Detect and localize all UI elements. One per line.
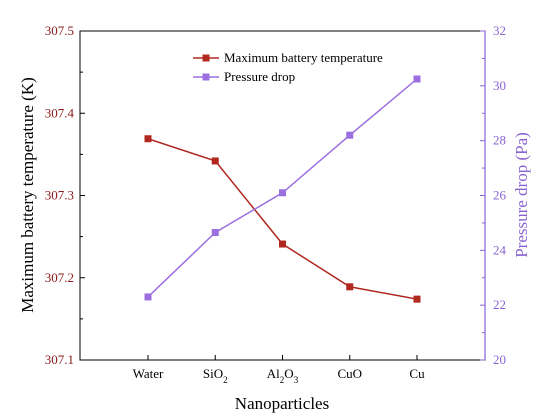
data-point-marker (144, 135, 152, 143)
series-line-0 (147, 138, 418, 300)
right-tick-label: 26 (493, 188, 507, 203)
right-tick-label: 20 (493, 352, 506, 367)
data-point-marker (413, 295, 421, 303)
x-tick-label: SiO2 (203, 366, 228, 385)
data-point-marker (346, 131, 354, 139)
x-tick-label: Al2O3 (267, 366, 299, 385)
legend-label: Maximum battery temperature (224, 50, 383, 65)
right-axis-title: Pressure drop (Pa) (512, 132, 531, 258)
right-tick-label: 30 (493, 78, 506, 93)
data-point-marker (211, 229, 219, 237)
x-axis-title: Nanoparticles (235, 394, 329, 413)
data-point-marker (211, 157, 219, 165)
legend: Maximum battery temperature Pressure drop (193, 50, 383, 84)
right-tick-label: 24 (493, 242, 507, 257)
legend-label: Pressure drop (224, 69, 295, 84)
left-tick-label: 307.4 (45, 105, 75, 120)
right-tick-label: 32 (493, 23, 506, 38)
data-point-marker (279, 189, 286, 197)
data-point-marker (279, 240, 286, 248)
legend-marker (202, 54, 210, 62)
data-point-marker (144, 293, 152, 301)
left-tick-label: 307.1 (45, 352, 74, 367)
data-point-marker (346, 283, 354, 291)
x-tick-label: Water (133, 366, 164, 381)
left-tick-label: 307.2 (45, 270, 74, 285)
data-point-marker (413, 75, 421, 83)
x-tick-label: Cu (409, 366, 425, 381)
x-tick-label: CuO (337, 366, 362, 381)
series-line-1 (147, 78, 418, 298)
left-tick-label: 307.5 (45, 23, 74, 38)
left-axis-title: Maximum battery temperature (K) (18, 77, 37, 313)
left-tick-label: 307.3 (45, 188, 74, 203)
right-tick-label: 22 (493, 297, 506, 312)
right-tick-label: 28 (493, 133, 506, 148)
legend-marker (202, 73, 210, 81)
